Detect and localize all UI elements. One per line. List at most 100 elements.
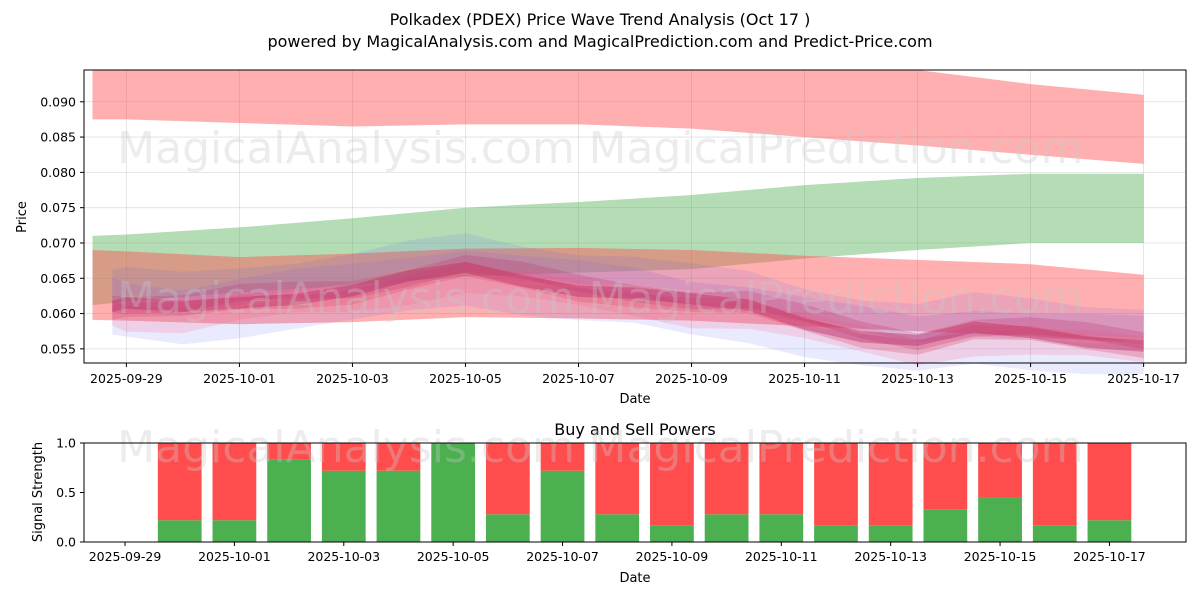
- band-1: [92, 173, 1144, 306]
- buy-bar: [1032, 525, 1077, 542]
- signal-x-tick-label: 2025-10-09: [636, 549, 709, 564]
- buy-bar: [1087, 520, 1132, 542]
- price-plot-area: [84, 70, 1186, 363]
- price-grid: [84, 70, 1186, 363]
- price-wave-layer: [112, 250, 1144, 342]
- price-wave-layer: [112, 262, 1144, 358]
- watermark-analysis-3: MagicalAnalysis.com: [117, 422, 575, 473]
- sell-bar: [868, 443, 913, 526]
- buy-bar: [650, 525, 694, 542]
- price-y-label: Price: [15, 201, 30, 233]
- price-y-tick-label: 0.080: [40, 165, 76, 180]
- band-2: [92, 247, 1144, 344]
- watermark-prediction-3: MagicalPrediction.com: [589, 422, 1084, 473]
- buy-bar: [157, 520, 202, 542]
- watermark-prediction-2: MagicalPrediction.com: [589, 273, 1084, 324]
- price-y-tick-label: 0.075: [40, 200, 76, 215]
- buy-bar: [704, 514, 749, 542]
- buy-bar: [814, 525, 858, 542]
- buy-bar: [376, 470, 421, 542]
- price-x-tick-label: 2025-10-03: [316, 371, 389, 386]
- signal-x-tick-label: 2025-10-11: [745, 549, 818, 564]
- price-wave-layer: [112, 274, 1144, 375]
- signal-y-tick-label: 1.0: [56, 436, 76, 451]
- signal-x-tick-label: 2025-10-17: [1073, 549, 1146, 564]
- buy-bar: [321, 470, 366, 542]
- price-x-ticks: 2025-09-29 2025-10-01 2025-10-03 2025-10-05…: [90, 363, 1180, 386]
- buy-bar: [540, 470, 585, 542]
- watermark-prediction: MagicalPrediction.com: [589, 123, 1084, 174]
- sell-bar: [978, 443, 1022, 498]
- chart-subtitle: powered by MagicalAnalysis.com and Magic…: [267, 32, 932, 51]
- sell-bar: [923, 443, 968, 510]
- sell-bar: [704, 443, 749, 515]
- buy-bar: [759, 514, 804, 542]
- sell-bar: [267, 443, 311, 460]
- sell-bar: [814, 443, 858, 526]
- buy-bar: [595, 514, 640, 542]
- signal-x-tick-label: 2025-10-03: [307, 549, 380, 564]
- signal-x-label: Date: [619, 571, 650, 586]
- sell-bar: [759, 443, 804, 515]
- price-panel: MagicalAnalysis.com MagicalPrediction.co…: [15, 69, 1187, 407]
- buy-bar: [923, 509, 968, 542]
- buy-bar: [431, 443, 476, 542]
- price-x-label: Date: [619, 392, 650, 407]
- price-y-tick-label: 0.060: [40, 306, 76, 321]
- sell-bar: [212, 443, 257, 521]
- price-y-tick-label: 0.090: [40, 94, 76, 109]
- signal-title: Buy and Sell Powers: [554, 420, 716, 439]
- price-bands: [92, 70, 1144, 344]
- price-y-tick-label: 0.070: [40, 235, 76, 250]
- sell-bar: [485, 443, 530, 515]
- signal-bars: [157, 443, 1132, 542]
- sell-bar: [1087, 443, 1132, 521]
- signal-x-ticks: 2025-09-29 2025-10-01 2025-10-03 2025-10-05…: [89, 542, 1146, 564]
- band-0: [92, 70, 1144, 164]
- sell-bar: [595, 443, 640, 515]
- price-axes-frame: [83, 69, 1187, 364]
- signal-x-tick-label: 2025-10-13: [854, 549, 927, 564]
- signal-panel: Buy and Sell Powers MagicalAnalysis.com …: [31, 420, 1187, 586]
- price-y-tick-label: 0.055: [40, 341, 76, 356]
- price-y-tick-label: 0.065: [40, 271, 76, 286]
- price-wave-layer: [112, 254, 1144, 351]
- signal-x-tick-label: 2025-10-15: [964, 549, 1037, 564]
- buy-bar: [868, 525, 913, 542]
- price-wave-layer: [112, 261, 1144, 352]
- signal-x-tick-label: 2025-10-05: [417, 549, 490, 564]
- signal-y-tick-label: 0.0: [56, 535, 76, 550]
- signal-x-tick-label: 2025-10-07: [526, 549, 599, 564]
- buy-bar: [485, 514, 530, 542]
- price-x-tick-label: 2025-10-01: [203, 371, 276, 386]
- watermark-analysis-2: MagicalAnalysis.com: [117, 273, 575, 324]
- chart-title: Polkadex (PDEX) Price Wave Trend Analysi…: [390, 10, 811, 29]
- price-x-tick-label: 2025-10-13: [881, 371, 954, 386]
- sell-bar: [540, 443, 585, 471]
- price-y-tick-label: 0.085: [40, 130, 76, 145]
- signal-y-tick-label: 0.5: [56, 485, 76, 500]
- sell-bar: [1032, 443, 1077, 526]
- price-x-tick-label: 2025-10-09: [655, 371, 728, 386]
- price-x-tick-label: 2025-10-05: [429, 371, 502, 386]
- signal-x-tick-label: 2025-09-29: [89, 549, 162, 564]
- price-y-ticks: 0.055 0.060 0.065 0.070 0.075 0.080 0.085 0.090: [40, 94, 84, 356]
- sell-bar: [650, 443, 694, 526]
- price-x-tick-label: 2025-10-11: [768, 371, 841, 386]
- price-wave-layer: [112, 233, 1144, 338]
- watermark-analysis: MagicalAnalysis.com: [117, 123, 575, 174]
- buy-bar: [978, 497, 1022, 542]
- price-x-tick-label: 2025-10-07: [542, 371, 615, 386]
- signal-y-label: Signal Strength: [31, 442, 46, 542]
- price-x-tick-label: 2025-09-29: [90, 371, 163, 386]
- sell-bar: [376, 443, 421, 471]
- price-waves: [112, 233, 1144, 375]
- sell-bar: [321, 443, 366, 471]
- price-x-tick-label: 2025-10-15: [994, 371, 1067, 386]
- buy-bar: [212, 520, 257, 542]
- buy-bar: [267, 459, 311, 542]
- signal-y-ticks: 0.0 0.5 1.0: [56, 436, 84, 550]
- price-x-tick-label: 2025-10-17: [1107, 371, 1180, 386]
- sell-bar: [157, 443, 202, 521]
